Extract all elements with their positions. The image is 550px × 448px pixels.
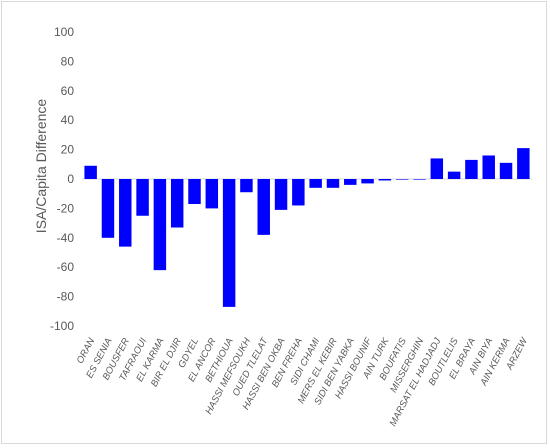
bars — [84, 148, 530, 307]
bar — [361, 179, 374, 184]
bar — [240, 179, 253, 193]
y-tick-label: 60 — [61, 84, 75, 98]
y-tick-label: 80 — [61, 54, 75, 68]
y-axis-title: ISA/Capita Difference — [33, 99, 49, 234]
y-axis: 100 80 60 40 20 0 -20 -40 -60 -80 -100 — [50, 25, 74, 333]
bar — [170, 179, 184, 228]
y-tick-label: -60 — [57, 260, 75, 274]
y-tick-label: -80 — [57, 290, 75, 304]
bar — [119, 179, 132, 247]
bar — [413, 179, 426, 180]
bar — [517, 148, 530, 179]
bar — [465, 159, 478, 179]
bar — [205, 179, 219, 209]
bar — [326, 179, 340, 188]
y-tick-label: 40 — [61, 113, 75, 127]
bar — [274, 179, 288, 210]
bar — [188, 179, 201, 204]
y-tick-label: 0 — [67, 172, 74, 186]
bar — [395, 179, 409, 180]
y-tick-label: -100 — [50, 319, 74, 333]
y-tick-label: -20 — [57, 201, 75, 215]
y-tick-label: 20 — [61, 143, 75, 157]
y-tick-label: 100 — [54, 25, 74, 39]
bar — [309, 179, 322, 188]
bar — [344, 179, 357, 185]
bar — [136, 179, 149, 216]
bar — [430, 158, 444, 179]
y-tick-label: -40 — [57, 231, 75, 245]
bar — [292, 179, 305, 206]
bar — [482, 155, 495, 179]
bar — [222, 179, 236, 307]
bar — [257, 179, 270, 235]
bar — [499, 162, 513, 179]
bar — [378, 179, 392, 181]
bar — [84, 165, 97, 179]
bar — [447, 171, 461, 179]
bar — [101, 179, 115, 238]
bar — [153, 179, 167, 271]
